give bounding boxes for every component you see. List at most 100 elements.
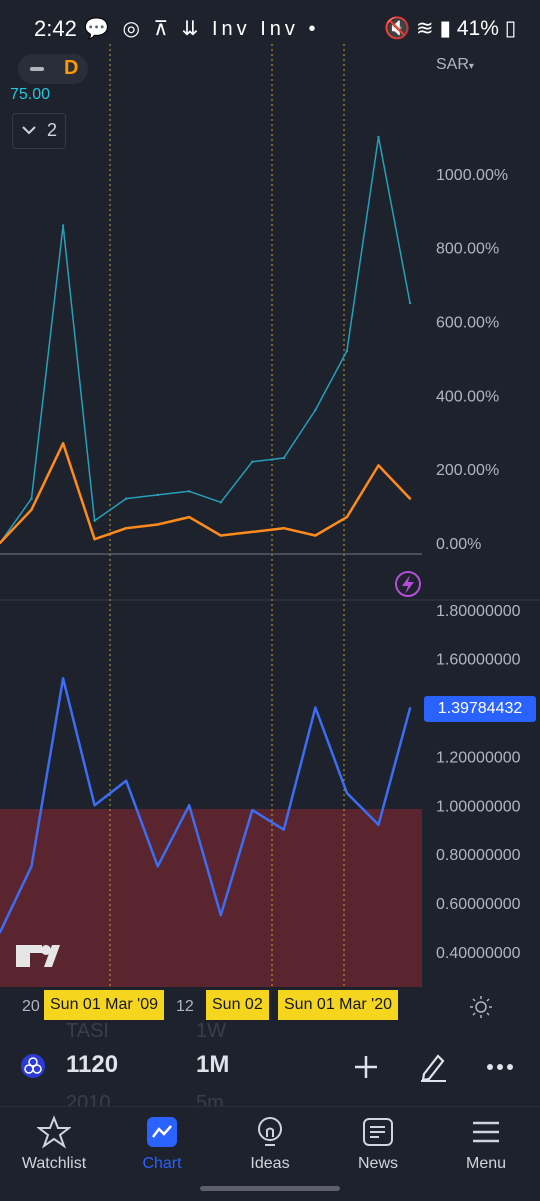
pane2-point <box>156 865 159 868</box>
pane2-point <box>314 706 317 709</box>
nav-chart[interactable]: Chart <box>112 1115 212 1173</box>
exchange-logo-icon <box>21 1054 45 1078</box>
indicator-toggle[interactable]: 2 <box>12 113 66 149</box>
pane1-point <box>93 519 96 522</box>
y-tick-label: 1.80000000 <box>436 603 521 620</box>
chart-canvas[interactable]: 1000.00% 800.00% 600.00% 400.00% 200.00% 0.00… <box>0 44 540 989</box>
lightning-icon[interactable] <box>395 571 421 597</box>
pane2-point <box>93 804 96 807</box>
ghost-timeframe: 1W <box>196 1020 226 1042</box>
y-tick-label: 400.00% <box>436 388 499 405</box>
pane1-point <box>314 408 317 412</box>
bottom-navigation: Watchlist Chart Ideas News Menu <box>0 1106 540 1201</box>
y-tick-label: 1.60000000 <box>436 652 521 669</box>
settings-sun-icon[interactable] <box>470 996 492 1018</box>
pane2-point <box>251 808 254 812</box>
pane1-point <box>219 534 222 537</box>
date-tag-2020: Sun 01 Mar '20 <box>278 990 399 1020</box>
battery-percent: 41% <box>456 17 499 40</box>
notification-icons: 💬 ◎ ⊼ ⇊ Inv Inv • <box>84 18 320 40</box>
pane1-point <box>93 538 96 541</box>
price-value: 75.00 <box>10 86 51 103</box>
y-tick-label: 0.00% <box>436 536 481 553</box>
pane1-point <box>188 490 191 493</box>
pane1-point <box>251 460 254 463</box>
nav-ideas[interactable]: Ideas <box>220 1115 320 1173</box>
last-value-tag: 1.39784432 <box>424 696 536 722</box>
pane1-point <box>282 456 286 460</box>
y-tick-label: 1000.00% <box>436 167 508 184</box>
date-tag-2013: Sun 02 <box>206 990 269 1020</box>
y-tick-label: 0.80000000 <box>436 847 521 864</box>
pane2-point <box>0 931 2 934</box>
pane1-point <box>61 224 65 227</box>
pane1-point <box>0 541 2 545</box>
y-tick-label: 1.00000000 <box>436 798 521 815</box>
mute-icon: 🔇 <box>384 17 411 40</box>
pane2-point <box>377 823 380 826</box>
highlight-zone <box>0 809 422 987</box>
interval-chip[interactable]: D <box>18 54 88 84</box>
pane1-point <box>377 464 380 467</box>
pane1-point <box>156 493 159 497</box>
status-time: 2:42 <box>34 16 77 41</box>
chevron-down-icon: ▾ <box>468 61 474 72</box>
pane2-point <box>408 707 412 710</box>
nav-watchlist-label: Watchlist <box>21 1155 87 1172</box>
pane1-series-0 <box>0 136 411 544</box>
pane1-point <box>156 523 159 526</box>
pane2-point <box>345 791 349 795</box>
price-pane <box>0 135 412 545</box>
star-icon <box>37 1115 71 1149</box>
y-tick-label: 200.00% <box>436 462 499 479</box>
hamburger-menu-icon <box>473 1121 499 1143</box>
add-icon[interactable] <box>352 1053 380 1081</box>
pane1-point <box>282 526 286 530</box>
home-indicator <box>200 1186 340 1191</box>
nav-chart-label: Chart <box>142 1155 182 1172</box>
pane1-point <box>251 530 254 534</box>
pane1-point <box>314 534 317 537</box>
pane1-point <box>408 497 412 500</box>
price-pane-bg <box>0 44 540 599</box>
chevron-down-icon <box>22 126 36 135</box>
nav-ideas-label: Ideas <box>250 1155 290 1172</box>
y-tick-label: 0.40000000 <box>436 945 521 962</box>
date-tag-2009: Sun 01 Mar '09 <box>44 990 165 1020</box>
nav-watchlist[interactable]: Watchlist <box>4 1115 104 1173</box>
battery-icon: ▯ <box>504 17 517 40</box>
symbol-button[interactable]: 1120 <box>66 1051 119 1078</box>
tradingview-logo <box>16 945 60 967</box>
time-axis-stub: 20 <box>22 998 40 1015</box>
chart-icon <box>147 1117 177 1147</box>
ghost-symbol: TASI <box>66 1020 109 1042</box>
nav-news-label: News <box>357 1155 398 1172</box>
minus-icon <box>30 67 44 71</box>
indicator-pane <box>0 677 412 934</box>
pane1-point <box>30 497 33 500</box>
symbol-toolbar: TASI 1W 2010 5m 1120 1M <box>0 1020 540 1114</box>
currency-selector[interactable]: SAR▾ <box>436 56 474 74</box>
pane1-point <box>61 442 65 445</box>
more-options-icon[interactable] <box>486 1063 514 1071</box>
pane1-point <box>188 515 191 519</box>
y-tick-label: 1.20000000 <box>436 749 521 766</box>
interval-symbol: D <box>64 57 79 79</box>
price-axis[interactable]: 1000.00% 800.00% 600.00% 400.00% 200.00% 0.00… <box>436 167 508 553</box>
pane2-point <box>188 804 191 807</box>
pane2-point <box>282 828 286 831</box>
nav-news[interactable]: News <box>328 1115 428 1173</box>
pane2-point <box>124 779 128 783</box>
draw-pen-icon[interactable] <box>418 1050 448 1082</box>
pane1-point <box>408 301 412 305</box>
y-tick-label: 0.60000000 <box>436 896 521 913</box>
pane1-series-1 <box>0 442 411 544</box>
lightbulb-icon <box>258 1117 282 1146</box>
nav-menu-label: Menu <box>465 1155 507 1172</box>
y-tick-label: 800.00% <box>436 241 499 258</box>
timeframe-button[interactable]: 1M <box>196 1051 230 1078</box>
pane2-point <box>219 913 222 917</box>
nav-menu[interactable]: Menu <box>436 1115 536 1173</box>
indicator-count: 2 <box>47 120 58 140</box>
pane1-point <box>124 526 128 530</box>
